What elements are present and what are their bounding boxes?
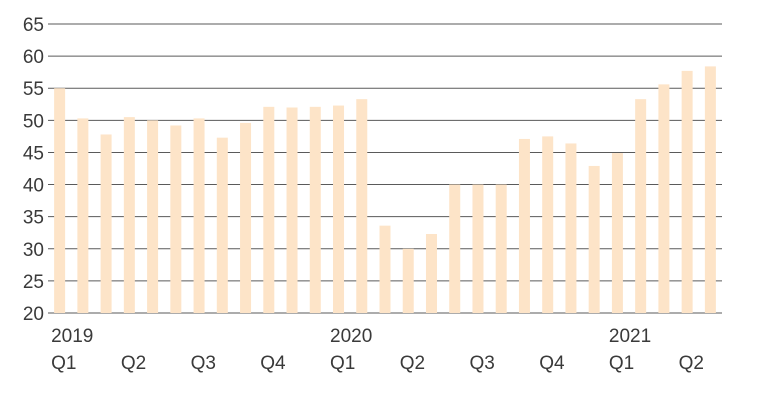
bar-2 (77, 118, 89, 313)
bar-13 (333, 105, 345, 313)
bar-14 (356, 99, 368, 313)
y-axis-tick-labels: 65 60 55 50 45 40 35 30 25 20 (23, 15, 44, 325)
bar-16 (402, 248, 414, 313)
bar-15 (379, 225, 391, 313)
bar-11 (286, 107, 298, 313)
x-quarter-label: Q4 (539, 353, 565, 374)
x-quarter-label: Q3 (191, 353, 216, 374)
bar-7 (193, 118, 205, 313)
bar-21 (518, 138, 530, 313)
x-quarter-label: Q2 (400, 353, 425, 374)
x-year-label: 2020 (330, 326, 372, 347)
bar-17 (425, 234, 437, 313)
bar-27 (658, 84, 670, 313)
bar-25 (611, 153, 623, 313)
x-year-label: 2021 (609, 326, 651, 347)
y-tick-label: 45 (23, 143, 44, 164)
y-tick-label: 20 (23, 304, 44, 325)
bar-10 (263, 106, 275, 313)
bar-20 (495, 184, 507, 313)
bar-23 (565, 143, 577, 313)
y-tick-label: 55 (23, 79, 44, 100)
y-tick-label: 50 (23, 111, 44, 132)
x-quarter-label: Q2 (121, 353, 146, 374)
x-quarter-label: Q1 (330, 353, 355, 374)
bar-1 (54, 88, 66, 313)
bar-18 (449, 184, 461, 313)
bar-29 (704, 66, 716, 314)
bar-22 (542, 136, 554, 313)
x-quarter-label: Q1 (51, 353, 76, 374)
bar-9 (240, 122, 252, 313)
x-quarter-label: Q4 (260, 353, 286, 374)
bars (54, 66, 716, 314)
bar-4 (123, 117, 135, 313)
bar-24 (588, 165, 600, 313)
x-quarter-label: Q3 (469, 353, 494, 374)
bar-5 (147, 120, 159, 313)
bar-8 (216, 137, 228, 313)
bar-19 (472, 184, 484, 313)
y-tick-label: 30 (23, 240, 44, 261)
bar-3 (100, 134, 112, 313)
x-year-label: 2019 (51, 326, 93, 347)
y-tick-label: 40 (23, 176, 44, 197)
y-tick-label: 65 (23, 15, 44, 36)
x-quarter-label: Q2 (679, 353, 704, 374)
y-tick-label: 35 (23, 208, 44, 229)
bar-6 (170, 125, 182, 314)
y-tick-label: 60 (23, 47, 44, 68)
y-tick-label: 25 (23, 272, 44, 293)
bar-28 (681, 70, 693, 313)
bar-26 (635, 99, 647, 313)
x-axis-tick-labels: 2019 Q1 Q2 Q3 Q4 2020 Q1 Q2 Q3 Q4 2021 Q1 Q2 (51, 326, 704, 374)
bar-12 (309, 106, 321, 313)
x-quarter-label: Q1 (609, 353, 634, 374)
